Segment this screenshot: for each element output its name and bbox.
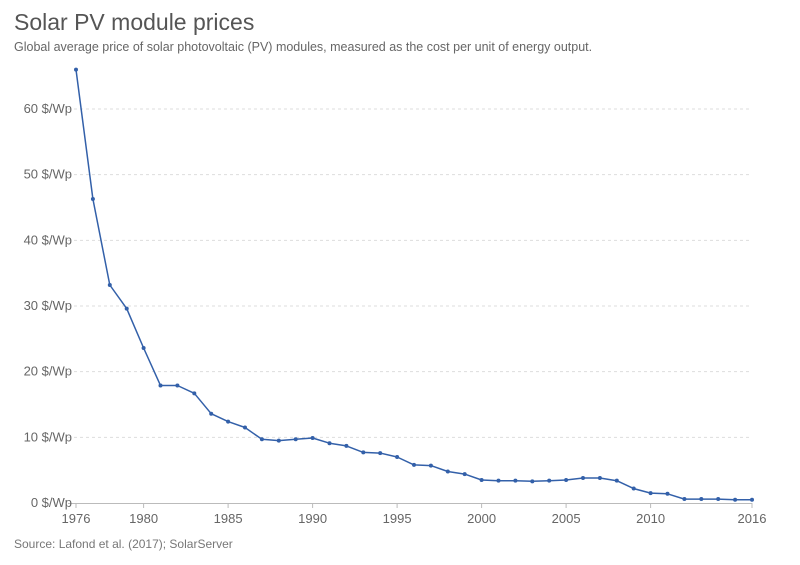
series-points <box>74 67 754 502</box>
y-tick-labels: 0 $/Wp 10 $/Wp 20 $/Wp 30 $/Wp 40 $/Wp 50 $/W… <box>24 101 72 510</box>
x-tick-label: 2005 <box>552 511 581 526</box>
data-point <box>74 67 78 72</box>
data-point <box>564 478 569 483</box>
data-point <box>682 497 687 502</box>
x-tick-label: 2010 <box>636 511 665 526</box>
y-tick-label: 50 $/Wp <box>24 167 72 182</box>
data-point <box>310 435 315 440</box>
x-tick-label: 1980 <box>129 511 158 526</box>
data-point <box>259 437 264 442</box>
data-point <box>479 478 484 483</box>
data-point <box>699 497 704 502</box>
data-point <box>614 478 619 483</box>
x-tick-label: 2000 <box>467 511 496 526</box>
x-tick-label: 1985 <box>214 511 243 526</box>
x-tick-label: 1995 <box>383 511 412 526</box>
chart-subtitle: Global average price of solar photovolta… <box>14 40 593 54</box>
data-point <box>428 463 433 468</box>
data-point <box>158 383 163 388</box>
data-point <box>716 497 721 502</box>
data-point <box>327 441 332 446</box>
data-point <box>107 282 112 287</box>
data-point <box>462 472 467 477</box>
y-tick-label: 0 $/Wp <box>31 495 72 510</box>
data-point <box>412 462 416 467</box>
data-point <box>124 306 129 311</box>
data-point <box>276 438 281 443</box>
data-point <box>530 479 535 484</box>
data-point <box>226 419 231 424</box>
y-tick-label: 40 $/Wp <box>24 232 72 247</box>
data-point <box>547 478 552 483</box>
data-point <box>192 391 197 396</box>
y-tick-label: 10 $/Wp <box>24 429 72 444</box>
data-point <box>665 491 670 496</box>
data-point <box>733 497 738 502</box>
y-tick-label: 30 $/Wp <box>24 298 72 313</box>
x-tick-labels: 1976 1980 1985 1990 1995 2000 2005 2010 2016 <box>62 511 767 526</box>
y-tick-label: 60 $/Wp <box>24 101 72 116</box>
data-point <box>209 411 214 416</box>
data-point <box>293 437 298 442</box>
data-point <box>378 451 383 456</box>
y-tick-label: 20 $/Wp <box>24 364 72 379</box>
chart-title: Solar PV module prices <box>14 9 255 35</box>
axes <box>68 503 753 508</box>
data-point <box>361 450 366 455</box>
x-tick-label: 1976 <box>62 511 91 526</box>
data-point <box>175 383 180 388</box>
gridlines <box>68 108 752 438</box>
data-point <box>344 443 349 448</box>
data-point <box>597 476 602 481</box>
data-point <box>513 478 518 483</box>
price-line <box>75 69 752 501</box>
x-tick-label: 1990 <box>298 511 327 526</box>
x-tick-label: 2016 <box>738 511 767 526</box>
source-note: Source: Lafond et al. (2017); SolarServe… <box>14 537 233 551</box>
data-point <box>581 476 585 481</box>
data-point <box>395 455 400 460</box>
data-point <box>648 491 653 496</box>
data-point <box>750 497 754 502</box>
data-point <box>631 486 636 491</box>
data-point <box>141 346 146 351</box>
data-point <box>496 478 501 483</box>
data-point <box>445 469 450 474</box>
series-line <box>75 69 752 501</box>
data-point <box>90 196 95 201</box>
data-point <box>243 425 247 430</box>
